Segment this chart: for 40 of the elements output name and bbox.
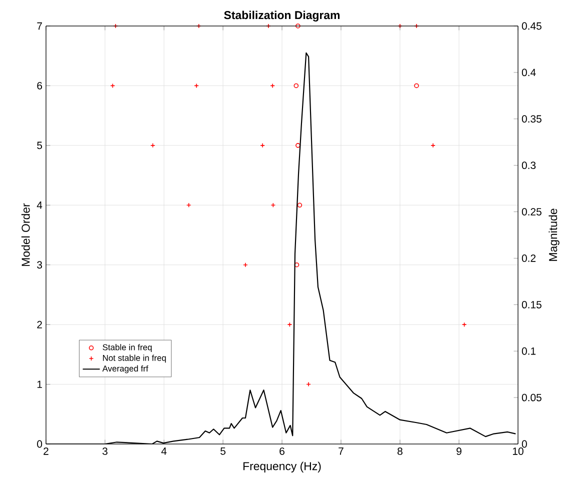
x-tick-label: 3: [102, 448, 108, 455]
y2-axis-title: Magnitude: [548, 208, 560, 261]
y2-tick-label: 0.3: [522, 162, 536, 170]
point: [297, 202, 302, 208]
y-tick-label: 1: [37, 380, 42, 388]
y2-tick-label: 0.05: [522, 394, 542, 402]
y-tick-label: 3: [37, 261, 42, 269]
x-tick-label: 9: [456, 448, 462, 455]
point: [296, 143, 300, 148]
x-tick-label: 5: [220, 448, 226, 455]
x-tick-label: 4: [161, 448, 167, 455]
y2-tick-label: 0: [522, 440, 527, 448]
point: [294, 262, 300, 268]
y-tick-label: 5: [37, 142, 42, 150]
x-tick-label: 8: [398, 448, 402, 455]
y-tick-label: 7: [37, 22, 42, 30]
x-tick-label: 7: [338, 448, 344, 455]
point: [294, 83, 299, 88]
y-tick-label: 6: [37, 82, 42, 90]
x-axis-title: Frequency (Hz): [243, 462, 321, 472]
y2-tick-label: 0.4: [522, 68, 536, 76]
y2-tick-label: 0.1: [522, 347, 536, 355]
y2-tick-label: 0.2: [522, 254, 536, 262]
x-tick-label: 2: [44, 448, 48, 455]
y-tick-label: 4: [36, 202, 42, 209]
chart-title: Stabilization Diagram: [224, 10, 340, 22]
y-axis-title: Model Order: [21, 203, 30, 266]
y2-tick-label: 0.25: [522, 208, 542, 216]
y-tick-label: 2: [37, 320, 42, 328]
y2-tick-label: 0.45: [522, 22, 542, 30]
y2-tick-label: 0.15: [522, 300, 542, 308]
x-tick-label: 6: [280, 448, 284, 455]
legend-label: Not stable in freq: [103, 354, 166, 363]
y2-tick-label: 0.35: [522, 115, 542, 123]
y-tick-label: 0: [37, 440, 42, 448]
point: [296, 24, 300, 28]
legend-label: Averaged frf: [102, 365, 148, 374]
x-tick-label: 10: [512, 448, 524, 455]
legend-label: Stable in freq: [102, 344, 152, 352]
point: [414, 83, 419, 88]
